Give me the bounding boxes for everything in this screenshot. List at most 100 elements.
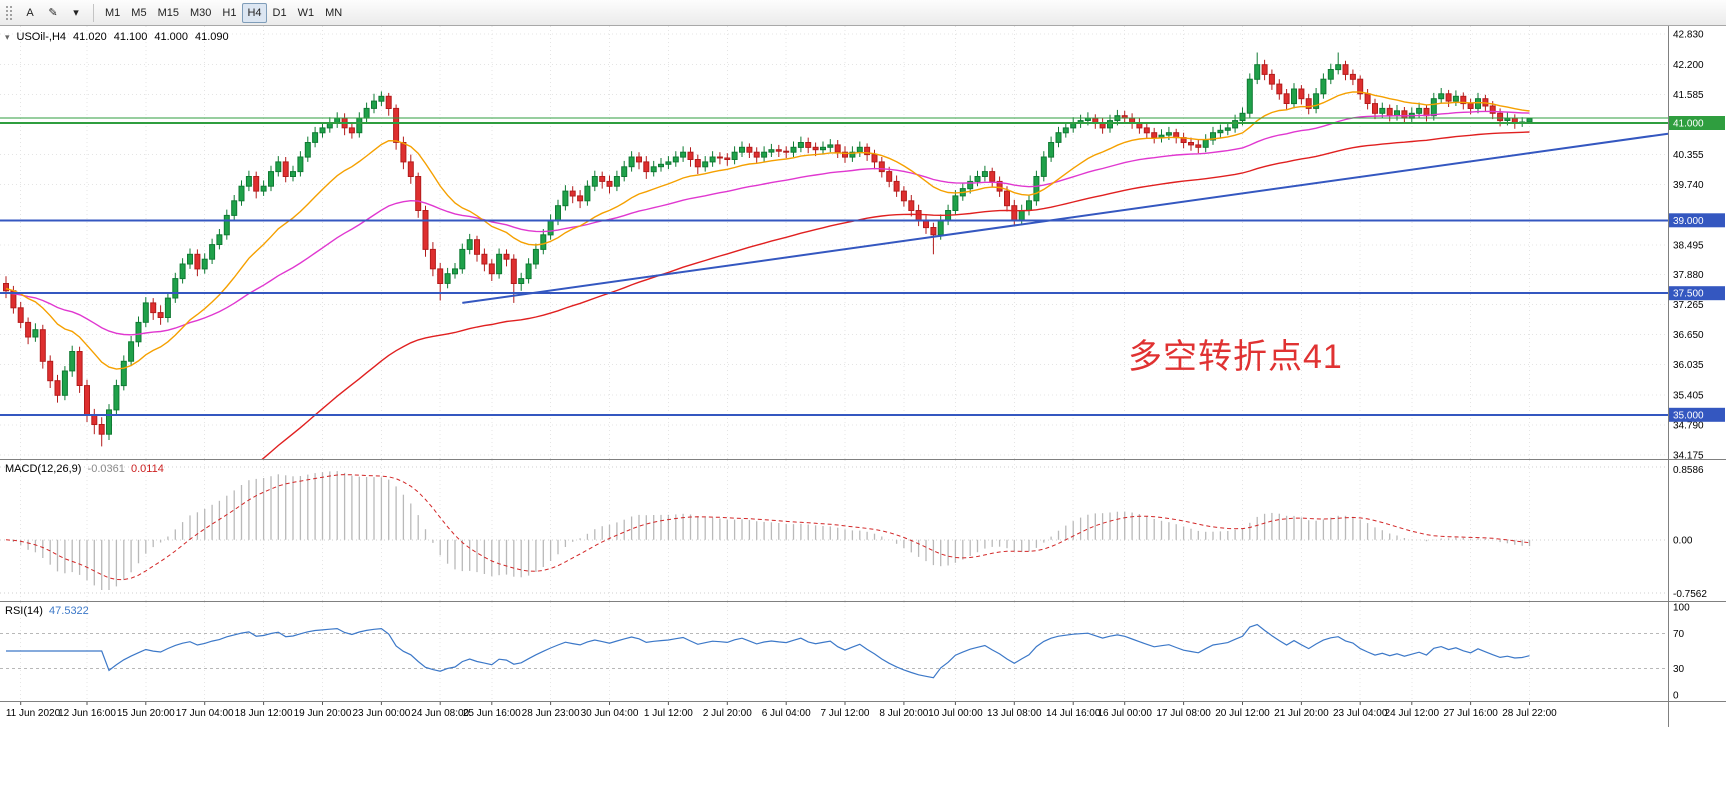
svg-text:12 Jun 16:00: 12 Jun 16:00 (58, 708, 116, 719)
trendline-object[interactable] (462, 132, 1669, 304)
macd-grid (0, 460, 1668, 601)
rsi-value: 47.5322 (49, 605, 89, 617)
svg-text:30 Jun 04:00: 30 Jun 04:00 (581, 708, 639, 719)
draw-tool-button[interactable]: ✎ (42, 3, 64, 23)
macd-signal-value: 0.0114 (130, 463, 164, 475)
svg-text:14 Jul 16:00: 14 Jul 16:00 (1046, 708, 1101, 719)
svg-text:100: 100 (1673, 603, 1690, 614)
svg-text:17 Jul 08:00: 17 Jul 08:00 (1156, 708, 1211, 719)
svg-text:0.00: 0.00 (1673, 535, 1693, 546)
ohlc-high: 41.100 (113, 31, 148, 43)
timeframe-button-m30[interactable]: M30 (185, 3, 216, 23)
svg-text:6 Jul 04:00: 6 Jul 04:00 (762, 708, 811, 719)
svg-text:41.585: 41.585 (1673, 90, 1704, 101)
timeframe-button-m1[interactable]: M1 (100, 3, 125, 23)
svg-text:23 Jul 04:00: 23 Jul 04:00 (1333, 708, 1388, 719)
price-badge (1669, 407, 1725, 422)
price-badge-label: 37.500 (1673, 289, 1704, 300)
svg-text:0.8586: 0.8586 (1673, 465, 1704, 476)
svg-text:19 Jun 20:00: 19 Jun 20:00 (294, 708, 352, 719)
rsi-grid (20, 602, 1530, 701)
svg-text:17 Jun 04:00: 17 Jun 04:00 (176, 708, 234, 719)
svg-text:34.175: 34.175 (1673, 450, 1704, 459)
svg-text:23 Jun 00:00: 23 Jun 00:00 (352, 708, 410, 719)
svg-text:42.830: 42.830 (1673, 30, 1704, 41)
macd-label: MACD(12,26,9) (5, 463, 82, 475)
svg-text:42.200: 42.200 (1673, 60, 1704, 71)
svg-text:36.650: 36.650 (1673, 330, 1704, 341)
price-badge (1669, 213, 1725, 228)
chart-marker-icon[interactable]: ▾ (5, 32, 10, 42)
svg-text:24 Jul 12:00: 24 Jul 12:00 (1385, 708, 1440, 719)
price-badge-label: 41.000 (1673, 119, 1704, 130)
svg-text:0: 0 (1673, 691, 1679, 702)
timeframe-button-mn[interactable]: MN (320, 3, 347, 23)
price-badge (1669, 116, 1725, 130)
price-axis-labels: 42.830 42.200 41.585 40.355 39.740 38.495 37.8… (1673, 30, 1704, 460)
rsi-header: RSI(14) 47.5322 (5, 605, 89, 617)
ohlc-close: 41.090 (195, 31, 229, 43)
toolbar: A ✎ ▾ M1 M5 M15 M30 H1 H4 D1 W1 MN (0, 0, 1726, 26)
svg-text:27 Jul 16:00: 27 Jul 16:00 (1443, 708, 1498, 719)
price-chart-canvas[interactable]: 42.830 42.200 41.585 40.355 39.740 38.495 37.8… (0, 26, 1726, 459)
svg-text:8 Jul 20:00: 8 Jul 20:00 (879, 708, 928, 719)
svg-text:25 Jun 16:00: 25 Jun 16:00 (463, 708, 521, 719)
svg-text:20 Jul 12:00: 20 Jul 12:00 (1215, 708, 1270, 719)
svg-text:11 Jun 2020: 11 Jun 2020 (6, 708, 61, 719)
svg-text:24 Jun 08:00: 24 Jun 08:00 (411, 708, 469, 719)
svg-text:37.265: 37.265 (1673, 300, 1704, 311)
rsi-axis-labels: 100 70 30 0 (1673, 603, 1690, 702)
price-badge (1669, 286, 1725, 301)
ma-fast-orange (5, 91, 1530, 370)
svg-text:28 Jul 22:00: 28 Jul 22:00 (1502, 708, 1557, 719)
rsi-canvas[interactable]: 100 70 30 0 (0, 601, 1726, 701)
macd-header: MACD(12,26,9) -0.0361 0.0114 (5, 463, 164, 475)
toolbar-drag-handle[interactable] (5, 4, 13, 21)
svg-text:16 Jul 00:00: 16 Jul 00:00 (1097, 708, 1152, 719)
svg-text:15 Jun 20:00: 15 Jun 20:00 (117, 708, 175, 719)
svg-text:7 Jul 12:00: 7 Jul 12:00 (821, 708, 870, 719)
svg-text:-0.7562: -0.7562 (1673, 589, 1707, 600)
candlestick-series[interactable] (3, 52, 1533, 447)
svg-text:13 Jul 08:00: 13 Jul 08:00 (987, 708, 1042, 719)
svg-text:38.495: 38.495 (1673, 240, 1704, 251)
ma-mid-magenta (5, 110, 1530, 336)
timeframe-button-m5[interactable]: M5 (126, 3, 151, 23)
timeframe-button-m15[interactable]: M15 (153, 3, 184, 23)
svg-text:18 Jun 12:00: 18 Jun 12:00 (235, 708, 293, 719)
svg-text:70: 70 (1673, 629, 1685, 640)
svg-text:36.035: 36.035 (1673, 360, 1704, 371)
svg-text:28 Jun 23:00: 28 Jun 23:00 (522, 708, 580, 719)
svg-text:34.790: 34.790 (1673, 421, 1704, 432)
svg-text:2 Jul 20:00: 2 Jul 20:00 (703, 708, 752, 719)
chart-ohlc-header: ▾ USOil-,H4 41.020 41.100 41.000 41.090 (5, 31, 236, 43)
svg-text:39.740: 39.740 (1673, 180, 1704, 191)
draw-tool-dropdown-icon[interactable]: ▾ (65, 3, 87, 23)
svg-text:37.880: 37.880 (1673, 270, 1704, 281)
svg-text:40.355: 40.355 (1673, 150, 1704, 161)
macd-canvas[interactable]: 0.8586 0.00 -0.7562 (0, 459, 1726, 601)
svg-text:35.405: 35.405 (1673, 391, 1704, 402)
toolbar-separator (93, 3, 94, 22)
timeframe-button-w1[interactable]: W1 (293, 3, 320, 23)
svg-text:21 Jul 20:00: 21 Jul 20:00 (1274, 708, 1329, 719)
svg-text:30: 30 (1673, 664, 1685, 675)
rsi-label: RSI(14) (5, 605, 43, 617)
text-annotation-tool-button[interactable]: A (19, 3, 41, 23)
ma-slow-red (261, 131, 1530, 459)
ohlc-open: 41.020 (73, 31, 107, 43)
price-badge-label: 39.000 (1673, 216, 1704, 227)
timeframe-button-h1[interactable]: H1 (217, 3, 241, 23)
svg-text:10 Jul 00:00: 10 Jul 00:00 (928, 708, 983, 719)
chart-text-annotation[interactable]: 多空转折点41 (1128, 338, 1343, 376)
ohlc-low: 41.000 (154, 31, 189, 43)
timeframe-button-d1[interactable]: D1 (268, 3, 292, 23)
timeframe-button-h4[interactable]: H4 (242, 2, 267, 23)
macd-main-value: -0.0361 (87, 463, 125, 475)
svg-text:1 Jul 12:00: 1 Jul 12:00 (644, 708, 693, 719)
macd-signal-line (5, 474, 1530, 581)
macd-axis-labels: 0.8586 0.00 -0.7562 (1673, 465, 1707, 600)
